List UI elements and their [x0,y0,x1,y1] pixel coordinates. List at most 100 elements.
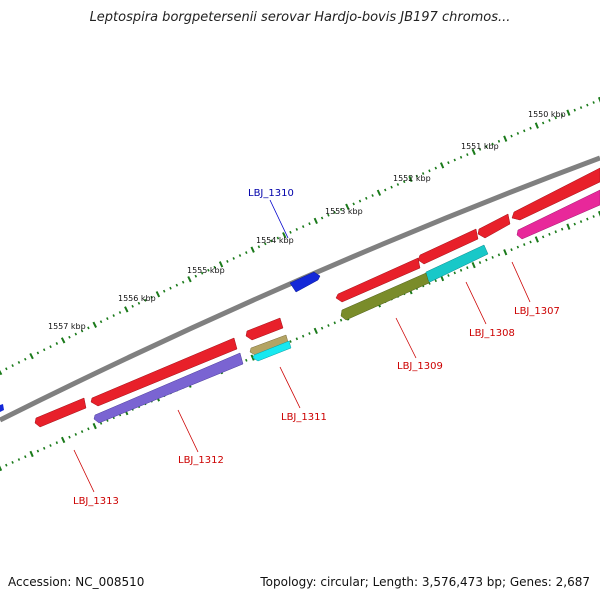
gene-label-lbj-1312[interactable]: LBJ_1312 [178,455,224,466]
tick-mark [516,245,520,249]
cds-feature-lbj-1312[interactable] [90,337,238,407]
tick-mark [29,352,34,360]
cds-feature-lbj-1309[interactable] [335,257,421,303]
cog-feature[interactable] [0,404,4,412]
tick-mark [92,422,97,430]
kbp-label: 1557 kbp [48,322,86,331]
tick-mark [548,232,551,236]
tick-mark [257,245,261,249]
tick-mark [207,268,210,272]
tick-mark [320,216,324,220]
kbp-label: 1556 kbp [118,294,156,303]
tick-mark [5,463,8,467]
tick-mark [447,161,450,165]
tick-mark [118,311,122,314]
tick-mark [68,435,71,439]
cog-feature-lbj-1311b[interactable] [252,340,292,362]
gene-label-lbj-1308[interactable]: LBJ_1308 [469,328,515,339]
tick-mark [491,142,494,146]
tick-mark [497,139,501,143]
tick-mark [510,134,513,138]
tick-mark [365,196,368,200]
tick-mark [352,202,355,206]
tick-mark [459,268,463,272]
tick-mark [17,361,21,364]
tick-mark [238,254,242,257]
gene-label-lbj-1307[interactable]: LBJ_1307 [514,306,560,317]
tick-mark [339,318,343,322]
leader-line-lbj-1308 [465,281,487,325]
tick-mark [11,460,14,464]
tick-mark [447,274,450,277]
tick-mark [99,320,103,324]
tick-mark [282,232,287,239]
tick-mark [55,342,59,345]
tick-mark [371,194,374,197]
tick-mark [566,109,571,116]
tick-mark [131,304,134,308]
inner-tick-ring [0,210,600,472]
gene-label-lbj-1313[interactable]: LBJ_1313 [73,496,119,507]
cds-feature-lbj-1311[interactable] [245,317,284,341]
gene-label-lbj-1309[interactable]: LBJ_1309 [397,361,443,372]
tick-mark [478,147,482,151]
cds-feature-lbj-1310[interactable] [289,271,321,293]
tick-mark [541,235,545,239]
tick-mark [137,301,141,305]
cog-feature-lbj-1312[interactable] [93,352,244,424]
tick-mark [308,332,311,335]
tick-mark [24,455,27,459]
kbp-label: 1554 kbp [256,236,294,245]
tick-mark [573,222,576,226]
tick-mark [485,258,488,262]
tick-mark [92,321,97,328]
accession-text: Accession: NC_008510 [8,575,145,589]
tick-mark [23,357,27,361]
gene-label-lbj-1311[interactable]: LBJ_1311 [281,412,327,423]
tick-mark [150,295,153,299]
leader-line-lbj-1313 [73,449,95,493]
tick-mark [36,449,40,453]
tick-mark [74,432,78,436]
tick-mark [320,326,324,330]
tick-mark [60,337,66,344]
gene-label-lbj-1310[interactable]: LBJ_1310 [248,188,294,199]
tick-mark [384,188,387,192]
tick-mark [194,274,198,278]
cog-feature[interactable] [516,189,600,240]
tick-mark [471,262,476,269]
tick-mark [99,421,103,425]
cds-feature-lbj-1313[interactable] [34,397,87,428]
tick-mark [295,227,299,231]
kbp-label: 1551 kbp [461,142,499,151]
tick-mark [586,103,589,107]
tick-mark [396,183,400,186]
tick-mark [439,162,445,169]
tick-mark [250,246,255,253]
tick-mark [597,210,600,217]
tick-mark [566,223,571,230]
tick-mark [327,213,330,217]
tick-mark [592,101,595,104]
tick-mark [548,118,551,122]
tick-mark [560,113,564,117]
tick-mark [579,106,583,110]
tick-mark [226,259,229,263]
tick-mark [597,96,600,103]
leader-line-lbj-1309 [395,317,417,359]
tick-mark [529,126,532,130]
cds-feature[interactable] [511,167,600,221]
tick-mark [523,129,526,133]
tick-mark [0,369,3,376]
tick-mark [49,345,52,349]
tick-mark [232,257,235,260]
cog-feature-lbj-1309[interactable] [340,272,430,321]
outer-tick-ring [0,96,600,376]
kbp-label: 1552 kbp [393,174,431,183]
leader-line-lbj-1307 [511,261,531,303]
tick-mark [345,203,350,210]
tick-mark [333,321,336,325]
tick-mark [428,281,431,285]
cds-feature-lbj-1307[interactable] [477,213,511,239]
